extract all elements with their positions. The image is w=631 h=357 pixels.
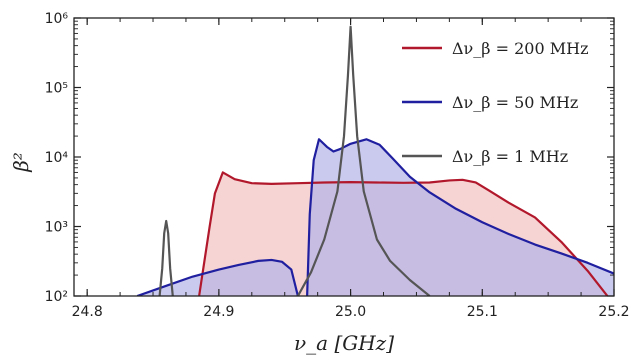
y-tick-label-3: 10⁵ (45, 81, 68, 97)
legend: Δν_β = 200 MHz Δν_β = 50 MHz Δν_β = 1 MHz (402, 39, 589, 166)
legend-label-0: Δν_β = 200 MHz (452, 39, 589, 58)
series-1-line-1 (306, 138, 614, 296)
y-tick-label-1: 10³ (45, 220, 68, 236)
legend-label-1: Δν_β = 50 MHz (452, 93, 578, 112)
series-1-area-0 (137, 259, 298, 296)
x-axis-label: ν_a [GHz] (294, 331, 394, 355)
series-1-line-0 (136, 258, 299, 296)
series-0-line-0 (198, 171, 609, 296)
y-tick-label-0: 10² (45, 289, 68, 305)
x-tick-label-3: 25.1 (467, 304, 498, 320)
series-layer (136, 25, 614, 296)
legend-label-2: Δν_β = 1 MHz (452, 147, 568, 166)
series-2-line-1 (296, 25, 431, 296)
x-tick-label-1: 24.9 (203, 304, 234, 320)
y-tick-label-2: 10⁴ (45, 150, 69, 166)
x-tick-label-4: 25.2 (598, 304, 629, 320)
y-tick-label-4: 10⁶ (45, 11, 69, 27)
ticks-layer: 24.8 24.9 25.0 25.1 25.2 10² 10³ 10⁴ 10⁵ 10⁶ (45, 11, 630, 320)
series-1-area-1 (307, 139, 614, 296)
series-2-line-0 (158, 219, 174, 296)
x-tick-label-2: 25.0 (335, 304, 366, 320)
y-axis-label: β² (9, 152, 33, 173)
x-tick-label-0: 24.8 (72, 304, 103, 320)
